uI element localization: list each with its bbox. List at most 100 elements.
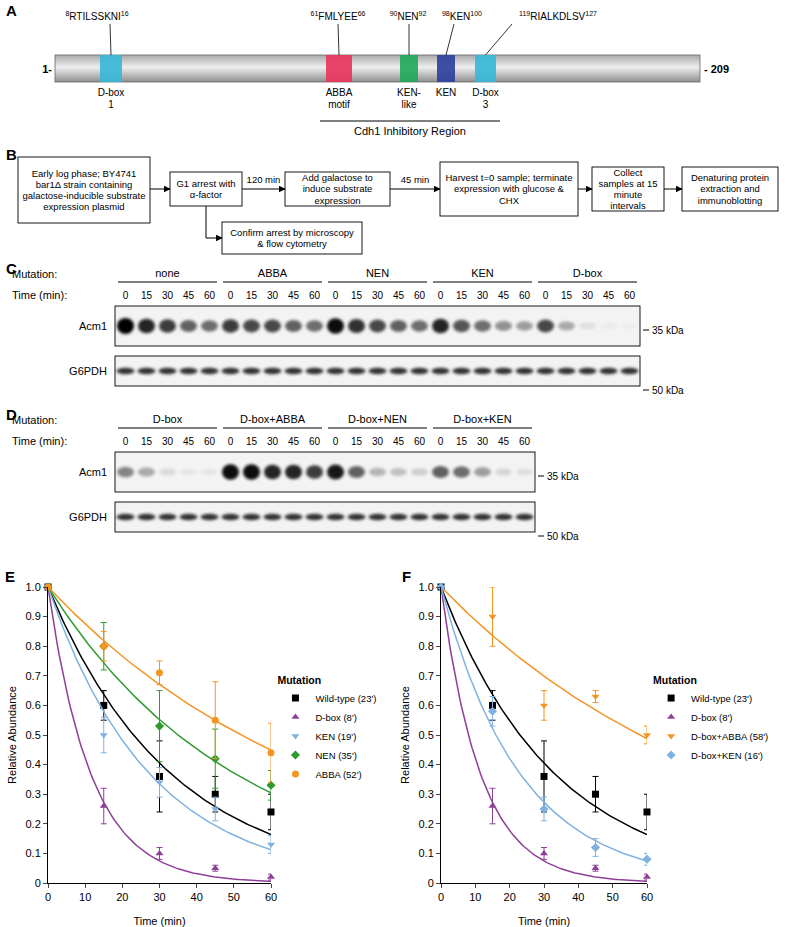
svg-text:0: 0 [228, 290, 234, 301]
svg-text:30: 30 [267, 436, 279, 447]
svg-text:15: 15 [456, 436, 468, 447]
svg-text:15: 15 [561, 290, 573, 301]
svg-text:0: 0 [228, 436, 234, 447]
svg-text:Time (min):: Time (min): [12, 289, 67, 301]
svg-text:50 kDa: 50 kDa [652, 385, 684, 396]
svg-text:40: 40 [572, 891, 584, 903]
svg-text:Harvest t=0 sample; terminatee: Harvest t=0 sample; terminateexpression … [446, 172, 573, 205]
svg-text:0: 0 [35, 877, 41, 889]
svg-text:0.2: 0.2 [26, 818, 41, 830]
svg-text:8RTILSSKNI16: 8RTILSSKNI16 [65, 10, 128, 22]
svg-text:60: 60 [519, 290, 531, 301]
svg-text:0: 0 [428, 877, 434, 889]
svg-text:10: 10 [469, 891, 481, 903]
svg-text:20: 20 [116, 891, 128, 903]
svg-text:0.8: 0.8 [26, 640, 41, 652]
svg-text:Confirm arrest by microscopy&: Confirm arrest by microscopy& flow cytom… [230, 227, 354, 249]
svg-text:0.3: 0.3 [26, 788, 41, 800]
svg-text:NEN (35'): NEN (35') [315, 750, 356, 761]
svg-text:D-box: D-box [472, 87, 499, 98]
svg-text:0: 0 [45, 891, 51, 903]
svg-text:D-box (8'): D-box (8') [691, 712, 732, 723]
svg-text:45: 45 [288, 436, 300, 447]
svg-text:ABBA (52'): ABBA (52') [315, 769, 361, 780]
svg-text:Acm1: Acm1 [79, 320, 107, 332]
svg-text:50: 50 [607, 891, 619, 903]
svg-text:10: 10 [79, 891, 91, 903]
svg-text:0.7: 0.7 [419, 670, 434, 682]
svg-text:ABBA: ABBA [326, 87, 353, 98]
svg-text:KEN: KEN [471, 267, 494, 279]
svg-text:Mutation:: Mutation: [12, 414, 57, 426]
svg-text:like: like [401, 99, 416, 110]
svg-text:30: 30 [538, 891, 550, 903]
svg-text:Mutation: Mutation [653, 674, 697, 686]
svg-text:35 kDa: 35 kDa [547, 471, 579, 482]
svg-text:45: 45 [393, 290, 405, 301]
svg-text:60: 60 [624, 290, 636, 301]
svg-text:30: 30 [162, 290, 174, 301]
svg-text:G6PDH: G6PDH [69, 511, 107, 523]
svg-text:120 min: 120 min [247, 174, 281, 185]
svg-text:0.3: 0.3 [419, 788, 434, 800]
svg-text:0.1: 0.1 [419, 847, 434, 859]
svg-text:3: 3 [483, 99, 489, 110]
svg-text:50 kDa: 50 kDa [547, 531, 579, 542]
svg-text:0.2: 0.2 [419, 818, 434, 830]
svg-text:NEN: NEN [366, 267, 389, 279]
svg-text:D-box+KEN: D-box+KEN [453, 413, 511, 425]
svg-text:45: 45 [603, 290, 615, 301]
svg-text:0: 0 [333, 436, 339, 447]
svg-text:F: F [402, 568, 411, 585]
svg-text:G1 arrest withα-factor: G1 arrest withα-factor [176, 178, 235, 200]
svg-text:30: 30 [372, 436, 384, 447]
svg-text:none: none [155, 267, 179, 279]
svg-text:60: 60 [309, 290, 321, 301]
svg-text:D-box (8'): D-box (8') [315, 712, 356, 723]
svg-text:Mutation: Mutation [277, 674, 321, 686]
svg-text:60: 60 [204, 290, 216, 301]
svg-text:45: 45 [183, 436, 195, 447]
svg-text:40: 40 [191, 891, 203, 903]
svg-text:Time (min): Time (min) [518, 915, 570, 927]
svg-text:1.0: 1.0 [26, 581, 41, 593]
svg-text:15: 15 [351, 436, 363, 447]
svg-text:45: 45 [288, 290, 300, 301]
svg-text:0: 0 [438, 290, 444, 301]
svg-text:30: 30 [162, 436, 174, 447]
svg-text:15: 15 [456, 290, 468, 301]
svg-text:30: 30 [582, 290, 594, 301]
svg-text:98KEN100: 98KEN100 [442, 10, 482, 22]
svg-text:B: B [6, 146, 17, 163]
svg-text:0.9: 0.9 [419, 610, 434, 622]
svg-text:0.7: 0.7 [26, 670, 41, 682]
svg-text:0: 0 [123, 436, 129, 447]
svg-text:Mutation:: Mutation: [12, 268, 57, 280]
svg-text:15: 15 [246, 290, 258, 301]
svg-text:1-: 1- [42, 63, 52, 75]
svg-text:1: 1 [108, 99, 114, 110]
svg-text:E: E [5, 568, 15, 585]
svg-text:KEN-: KEN- [397, 87, 421, 98]
svg-text:0: 0 [543, 290, 549, 301]
svg-text:0.8: 0.8 [419, 640, 434, 652]
svg-text:60: 60 [641, 891, 653, 903]
svg-text:Add galactose toinduce substra: Add galactose toinduce substrateexpressi… [302, 172, 373, 205]
svg-text:Wild-type (23'): Wild-type (23') [315, 693, 376, 704]
svg-text:D-box+ABBA (58'): D-box+ABBA (58') [691, 731, 768, 742]
svg-text:15: 15 [351, 290, 363, 301]
svg-text:0: 0 [438, 891, 444, 903]
svg-text:0.6: 0.6 [419, 699, 434, 711]
svg-text:0.6: 0.6 [26, 699, 41, 711]
svg-text:A: A [6, 2, 17, 19]
svg-text:D-box+ABBA: D-box+ABBA [240, 413, 306, 425]
svg-text:Denaturing proteinextraction a: Denaturing proteinextraction andimmunobl… [691, 172, 769, 205]
svg-text:D-box+NEN: D-box+NEN [348, 413, 407, 425]
svg-text:D-box+KEN (16'): D-box+KEN (16') [691, 750, 763, 761]
svg-text:30: 30 [267, 290, 279, 301]
svg-text:Acm1: Acm1 [79, 466, 107, 478]
svg-text:45: 45 [498, 436, 510, 447]
svg-text:35 kDa: 35 kDa [652, 325, 684, 336]
svg-text:60: 60 [519, 436, 531, 447]
svg-text:15: 15 [141, 290, 153, 301]
